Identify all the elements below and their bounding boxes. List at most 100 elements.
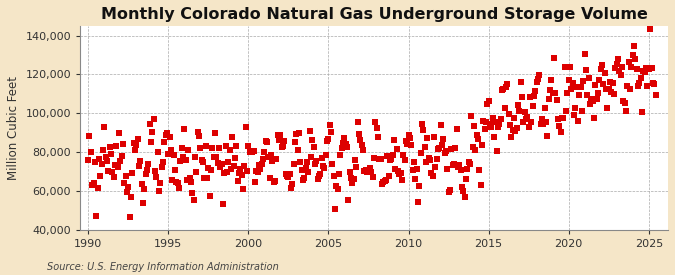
Point (277, 143, 288, 148)
Point (506, 135, 517, 139)
Point (234, 170, 244, 175)
Point (452, 164, 463, 169)
Point (590, 82, 601, 87)
Point (383, 174, 394, 178)
Point (319, 166, 330, 170)
Point (124, 214, 135, 219)
Point (639, 70, 650, 74)
Point (533, 77, 543, 81)
Point (459, 195, 470, 199)
Point (566, 87, 577, 91)
Point (464, 162, 475, 166)
Point (235, 166, 246, 171)
Point (169, 168, 180, 172)
Point (271, 157, 281, 162)
Point (574, 92, 585, 97)
Point (382, 154, 393, 158)
Point (155, 181, 165, 185)
Point (240, 125, 251, 130)
Point (117, 142, 128, 146)
Point (478, 119, 489, 123)
Point (223, 160, 234, 164)
Point (109, 163, 120, 168)
Point (103, 169, 113, 173)
Point (333, 172, 344, 176)
Point (516, 95, 527, 99)
Point (617, 64, 628, 69)
Point (410, 176, 421, 181)
Point (343, 198, 354, 202)
Point (634, 81, 645, 85)
Point (112, 165, 123, 169)
Point (375, 156, 386, 161)
Point (537, 116, 547, 121)
Point (407, 168, 418, 172)
Point (104, 145, 115, 149)
Point (111, 144, 122, 148)
Point (587, 99, 598, 103)
Point (130, 148, 140, 152)
Point (522, 115, 533, 119)
Point (310, 161, 321, 166)
Point (269, 180, 279, 185)
Point (398, 153, 408, 157)
Point (153, 189, 164, 193)
Point (161, 131, 172, 136)
Point (92, 186, 103, 190)
Point (284, 172, 295, 176)
Point (299, 176, 310, 180)
Point (96, 162, 107, 166)
Point (157, 160, 168, 164)
Point (144, 122, 155, 127)
Point (518, 120, 529, 124)
Point (564, 78, 574, 82)
Point (291, 132, 302, 136)
Point (168, 153, 179, 158)
Point (205, 193, 215, 198)
Point (527, 103, 538, 108)
Point (495, 117, 506, 122)
Point (164, 135, 175, 139)
Point (454, 163, 464, 167)
Point (425, 158, 435, 162)
Point (601, 87, 612, 91)
Point (231, 144, 242, 148)
Point (535, 122, 546, 126)
Point (360, 168, 371, 172)
Point (135, 159, 146, 163)
Point (338, 141, 348, 145)
Point (529, 94, 539, 98)
Point (458, 189, 468, 194)
Point (350, 158, 360, 162)
Point (203, 166, 214, 170)
Point (645, 27, 655, 31)
Point (642, 84, 653, 89)
Point (610, 66, 621, 71)
Point (107, 170, 117, 174)
Point (582, 93, 593, 97)
Point (220, 144, 231, 148)
Point (441, 149, 452, 153)
Point (113, 131, 124, 136)
Point (603, 87, 614, 91)
Point (576, 109, 587, 113)
Point (487, 116, 498, 120)
Point (180, 158, 191, 163)
Point (228, 163, 239, 168)
Point (347, 181, 358, 185)
Point (298, 178, 308, 182)
Point (571, 85, 582, 89)
Point (502, 82, 513, 86)
Point (250, 180, 261, 184)
Point (485, 122, 495, 126)
Point (411, 167, 422, 171)
Point (212, 161, 223, 165)
Point (388, 138, 399, 142)
Point (99, 125, 109, 129)
Point (389, 167, 400, 171)
Point (481, 120, 491, 124)
Point (414, 184, 425, 188)
Point (256, 162, 267, 167)
Point (352, 119, 363, 124)
Point (415, 151, 426, 155)
